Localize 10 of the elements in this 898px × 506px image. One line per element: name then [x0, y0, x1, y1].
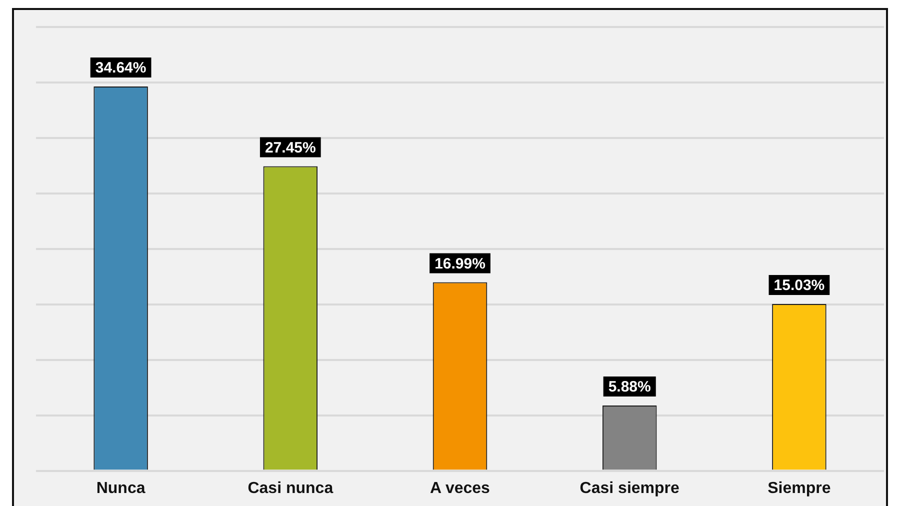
data-label: 34.64%: [95, 60, 146, 77]
x-tick-label: Siempre: [768, 480, 831, 497]
data-label: 27.45%: [264, 139, 316, 156]
data-label: 16.99%: [434, 255, 486, 272]
x-tick-label: Casi siempre: [580, 480, 680, 497]
x-tick-label: Casi nunca: [248, 480, 334, 497]
data-label: 15.03%: [774, 277, 825, 294]
x-tick-label: A veces: [430, 480, 490, 497]
data-label: 5.88%: [608, 378, 651, 396]
x-tick-label: Nunca: [96, 480, 146, 497]
